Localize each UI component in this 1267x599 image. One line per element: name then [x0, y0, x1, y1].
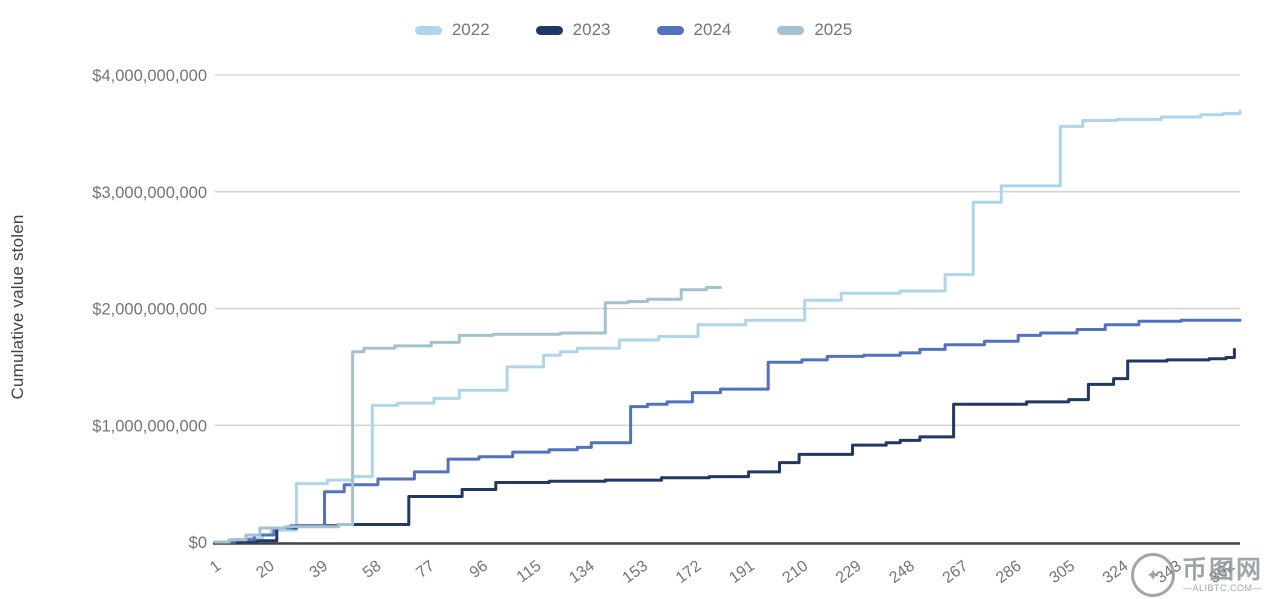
x-tick-label: 343	[1153, 557, 1185, 587]
series-line-2024[interactable]	[213, 318, 1242, 544]
legend-swatch	[656, 25, 684, 35]
x-tick-label: 39	[307, 557, 331, 581]
x-tick-label: 96	[467, 557, 491, 581]
legend-swatch	[414, 25, 442, 35]
x-tick-label: 305	[1046, 557, 1078, 587]
legend-swatch	[777, 25, 805, 35]
x-tick-label: 153	[620, 557, 652, 587]
legend-label: 2025	[814, 20, 853, 39]
series-line-2022[interactable]	[213, 109, 1242, 544]
x-tick-label: 20	[253, 557, 277, 581]
x-tick-label: 362	[1207, 557, 1239, 587]
x-tick-label: 248	[886, 557, 918, 587]
y-tick-label: $1,000,000,000	[92, 417, 207, 435]
legend-label: 2024	[693, 20, 732, 39]
x-tick-label: 267	[940, 557, 972, 587]
legend-label: 2023	[572, 20, 611, 39]
y-tick-label: $4,000,000,000	[92, 67, 207, 85]
x-tick-label: 172	[673, 557, 705, 587]
x-tick-label: 229	[833, 557, 865, 587]
series-line-2023[interactable]	[213, 347, 1236, 544]
x-tick-label: 324	[1100, 557, 1132, 587]
series-line-2025[interactable]	[213, 286, 722, 544]
y-tick-label: $2,000,000,000	[92, 301, 207, 319]
x-tick-label: 210	[780, 557, 812, 587]
legend-item-2023[interactable]: 2023	[535, 20, 611, 40]
legend: 2022 2023 2024 2025	[0, 20, 1267, 40]
legend-item-2024[interactable]: 2024	[656, 20, 732, 40]
x-tick-label: 134	[566, 557, 598, 587]
x-tick-label: 115	[514, 557, 545, 586]
y-tick-label: $3,000,000,000	[92, 184, 207, 202]
legend-label: 2022	[451, 20, 490, 39]
x-tick-label: 58	[360, 557, 384, 581]
x-tick-label: 191	[726, 557, 758, 587]
legend-item-2025[interactable]: 2025	[777, 20, 852, 40]
legend-swatch	[535, 25, 563, 35]
x-tick-label: 286	[993, 557, 1025, 587]
legend-item-2022[interactable]: 2022	[414, 20, 490, 40]
x-tick-label: 77	[413, 557, 437, 581]
x-tick-label: 1	[207, 557, 224, 576]
y-tick-label: $0	[189, 534, 207, 552]
